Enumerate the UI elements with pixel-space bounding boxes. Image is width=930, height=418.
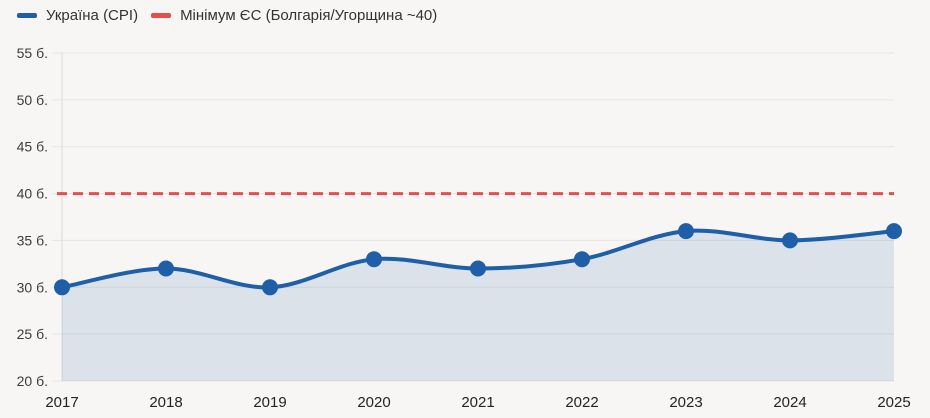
- series-area-ukraine: [62, 230, 894, 381]
- data-point-2020: [366, 251, 382, 268]
- data-point-2017: [54, 279, 70, 296]
- x-tick-label: 2023: [669, 394, 702, 411]
- chart-legend: Україна (CPI) Мінімум ЄС (Болгарія/Угорщ…: [17, 7, 437, 24]
- x-tick-label: 2025: [877, 394, 910, 411]
- y-tick-label: 20 б.: [17, 373, 48, 389]
- legend-item-ukraine-cpi[interactable]: Україна (CPI): [17, 7, 138, 24]
- data-point-2022: [574, 251, 590, 268]
- data-point-2021: [470, 260, 486, 277]
- legend-label-ukraine-cpi: Україна (CPI): [46, 7, 139, 24]
- y-tick-label: 35 б.: [17, 232, 48, 248]
- legend-marker-blue-line-icon: [17, 13, 37, 18]
- legend-marker-red-line-icon: [151, 13, 172, 18]
- y-tick-label: 50 б.: [17, 92, 48, 108]
- y-tick-label: 40 б.: [17, 186, 48, 202]
- data-point-2019: [262, 279, 278, 296]
- x-tick-label: 2020: [357, 394, 390, 411]
- legend-item-eu-minimum[interactable]: Мінімум ЄС (Болгарія/Угорщина ~40): [151, 7, 437, 24]
- x-tick-label: 2017: [45, 394, 78, 411]
- y-tick-label: 45 б.: [17, 139, 48, 155]
- data-point-2024: [782, 232, 798, 249]
- x-tick-label: 2024: [773, 394, 806, 411]
- y-tick-label: 30 б.: [17, 279, 48, 295]
- x-tick-label: 2022: [565, 394, 598, 411]
- data-point-2018: [158, 260, 174, 277]
- data-point-2025: [886, 223, 902, 240]
- legend-label-eu-minimum: Мінімум ЄС (Болгарія/Угорщина ~40): [180, 7, 438, 24]
- x-tick-label: 2018: [149, 394, 182, 411]
- x-tick-label: 2021: [461, 394, 494, 411]
- data-point-2023: [678, 223, 694, 240]
- x-tick-label: 2019: [253, 394, 286, 411]
- y-tick-label: 25 б.: [17, 326, 48, 342]
- y-tick-label: 55 б.: [17, 45, 48, 61]
